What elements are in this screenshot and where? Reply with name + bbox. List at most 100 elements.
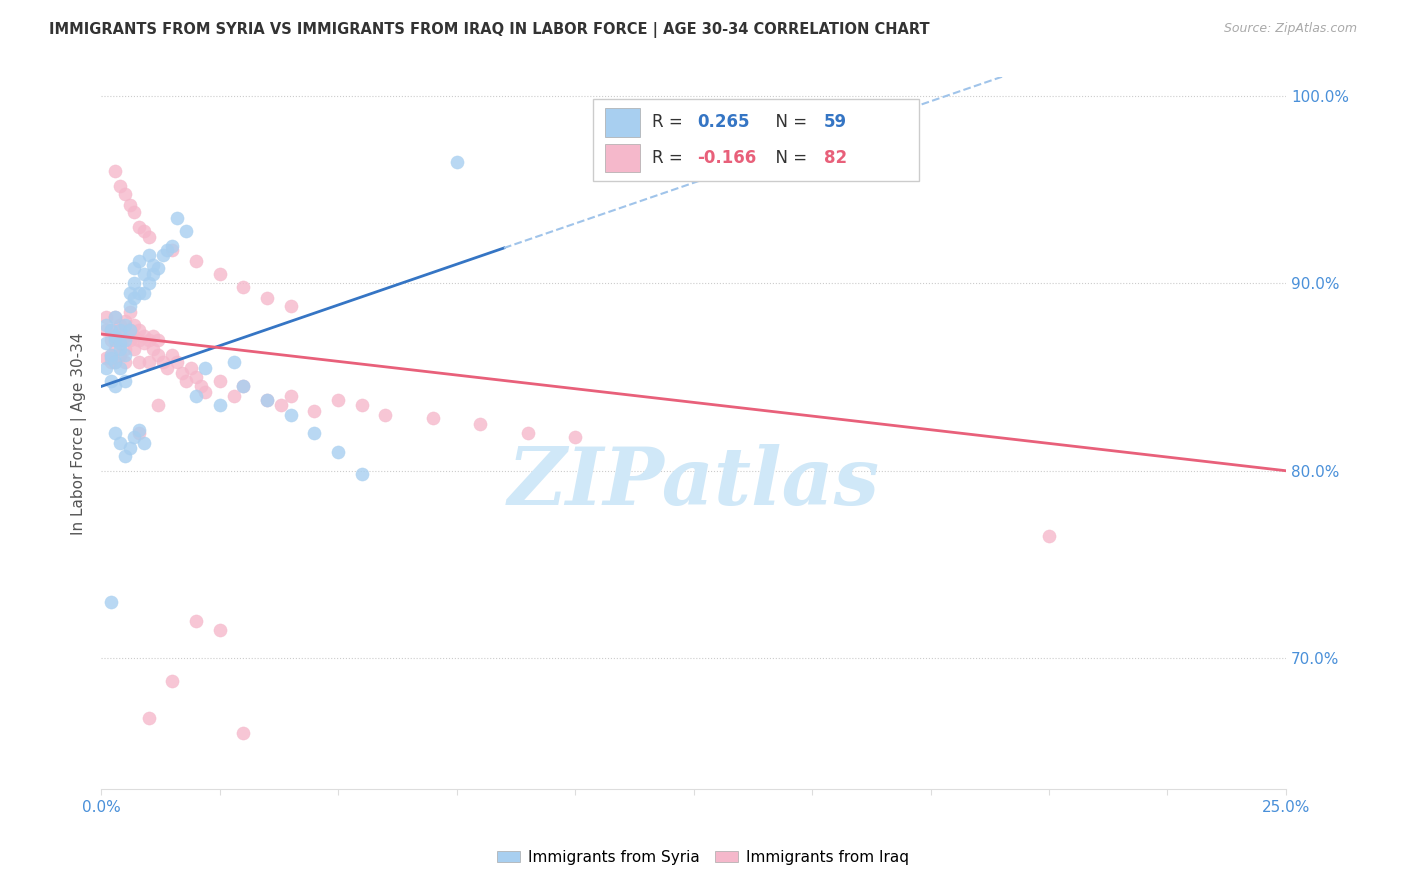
Point — [194, 385, 217, 400]
Text: -0.166: -0.166 — [697, 149, 756, 167]
Point — [156, 360, 179, 375]
Point — [232, 726, 254, 740]
Point — [270, 398, 292, 412]
Point — [304, 426, 326, 441]
Point — [108, 336, 131, 351]
Point — [108, 323, 131, 337]
Point — [100, 595, 122, 609]
Point — [326, 392, 349, 407]
Point — [124, 277, 146, 291]
Point — [100, 355, 122, 369]
Point — [128, 254, 150, 268]
Point — [118, 198, 141, 212]
Point — [114, 318, 136, 332]
Point — [138, 229, 160, 244]
Point — [108, 318, 131, 332]
Point — [184, 389, 207, 403]
Point — [114, 342, 136, 356]
Point — [104, 329, 127, 343]
Point — [138, 277, 160, 291]
Point — [160, 673, 183, 688]
Point — [118, 333, 141, 347]
Point — [114, 314, 136, 328]
Point — [104, 310, 127, 325]
Text: 82: 82 — [824, 149, 846, 167]
Point — [104, 379, 127, 393]
Point — [114, 374, 136, 388]
Point — [104, 426, 127, 441]
Point — [108, 360, 131, 375]
Point — [222, 355, 245, 369]
Point — [176, 224, 198, 238]
Point — [128, 333, 150, 347]
Legend: Immigrants from Syria, Immigrants from Iraq: Immigrants from Syria, Immigrants from I… — [491, 844, 915, 871]
Point — [124, 205, 146, 219]
Point — [166, 211, 188, 225]
Point — [114, 186, 136, 201]
Point — [222, 389, 245, 403]
Text: N =: N = — [765, 113, 813, 131]
Text: R =: R = — [652, 113, 688, 131]
Point — [156, 243, 179, 257]
Point — [100, 323, 122, 337]
Point — [256, 392, 278, 407]
Point — [146, 333, 169, 347]
Point — [124, 430, 146, 444]
Point — [280, 408, 302, 422]
Point — [142, 342, 165, 356]
Point — [108, 435, 131, 450]
Point — [108, 333, 131, 347]
FancyBboxPatch shape — [605, 108, 640, 136]
Point — [208, 398, 231, 412]
Point — [160, 239, 183, 253]
Point — [94, 310, 117, 325]
Point — [114, 348, 136, 362]
Point — [256, 392, 278, 407]
Text: 0.265: 0.265 — [697, 113, 749, 131]
Point — [132, 336, 155, 351]
Point — [114, 333, 136, 347]
Point — [100, 333, 122, 347]
Point — [132, 329, 155, 343]
Point — [142, 329, 165, 343]
Point — [108, 323, 131, 337]
Point — [160, 348, 183, 362]
Point — [142, 267, 165, 281]
Point — [94, 323, 117, 337]
Point — [160, 243, 183, 257]
Point — [190, 379, 212, 393]
Point — [128, 426, 150, 441]
Point — [124, 342, 146, 356]
Point — [138, 355, 160, 369]
Point — [100, 348, 122, 362]
Point — [184, 614, 207, 628]
Point — [256, 292, 278, 306]
Point — [184, 370, 207, 384]
Point — [128, 423, 150, 437]
Text: ZIPatlas: ZIPatlas — [508, 444, 880, 522]
Point — [100, 351, 122, 366]
Point — [104, 355, 127, 369]
Point — [118, 299, 141, 313]
Point — [128, 220, 150, 235]
Point — [118, 442, 141, 456]
Point — [232, 379, 254, 393]
Point — [470, 417, 492, 431]
Point — [94, 351, 117, 366]
Point — [280, 389, 302, 403]
Point — [304, 404, 326, 418]
Point — [124, 318, 146, 332]
Point — [232, 280, 254, 294]
Point — [208, 623, 231, 637]
Point — [146, 348, 169, 362]
Point — [516, 426, 538, 441]
Point — [132, 435, 155, 450]
Point — [350, 467, 373, 482]
Point — [104, 164, 127, 178]
Point — [166, 355, 188, 369]
Point — [108, 348, 131, 362]
Point — [280, 299, 302, 313]
Point — [146, 398, 169, 412]
Point — [146, 261, 169, 276]
Point — [104, 342, 127, 356]
